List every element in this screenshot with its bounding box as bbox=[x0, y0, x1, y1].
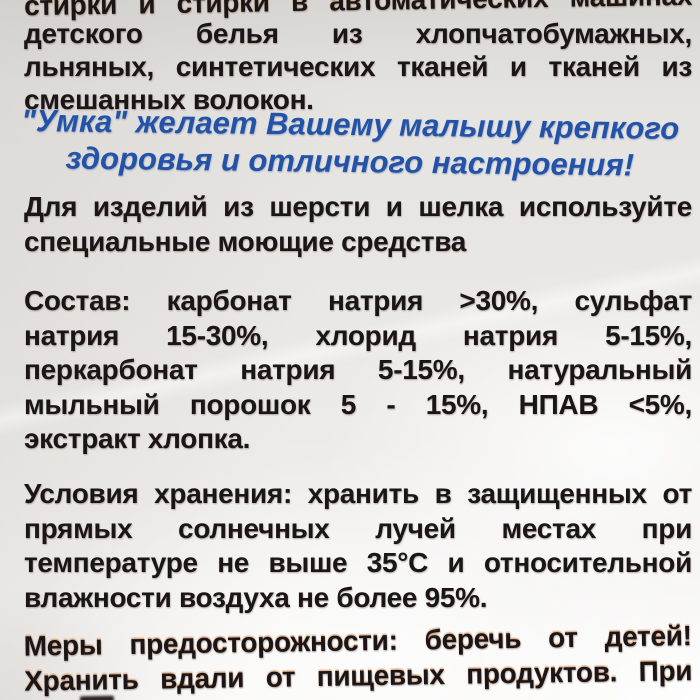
text-line: Состав: карбонат натрия >30%, сульфат bbox=[24, 285, 692, 316]
text-line: температуре не выше 35°С и относительной bbox=[24, 547, 692, 578]
storage-conditions-paragraph: Условия хранения: хранить в защищенных о… bbox=[0, 477, 700, 615]
slogan-line: здоровья и отличного настроения! bbox=[65, 140, 635, 183]
slogan-paragraph: "Умка" желает Вашему малышу крепкого здо… bbox=[0, 102, 700, 185]
text-line: прямых солнечных лучей местах при bbox=[24, 512, 692, 544]
text-line: смешанных волокон. bbox=[24, 84, 314, 115]
text-line: Условия хранения: хранить в защищенных о… bbox=[24, 478, 692, 509]
text-line: Для изделий из шерсти и шелка используйт… bbox=[24, 191, 692, 222]
text-line: специальные моющие средства bbox=[24, 225, 467, 257]
text-line: мыльный порошок 5 - 15%, НПАВ <5%, bbox=[24, 388, 692, 420]
cut-off-text-remnant bbox=[79, 695, 115, 700]
text-line: экстракт хлопка. bbox=[24, 423, 251, 454]
text-line: натрия 15-30%, хлорид натрия 5-15%, bbox=[24, 319, 692, 351]
precautions-paragraph: Меры предосторожности: беречь от детей! … bbox=[0, 619, 700, 699]
composition-paragraph: Состав: карбонат натрия >30%, сульфат на… bbox=[0, 284, 700, 457]
text-line: льняных, синтетических тканей и тканей и… bbox=[24, 51, 692, 82]
text-line: влажности воздуха не более 95%. bbox=[24, 581, 488, 613]
text-line: детского белья из хлопчатобумажных, bbox=[24, 18, 692, 49]
intro-paragraph: стирки и стирки в автоматических машинах… bbox=[0, 0, 700, 116]
wool-silk-note-paragraph: Для изделий из шерсти и шелка используйт… bbox=[0, 190, 700, 259]
text-line: перкарбонат натрия 5-15%, натуральный bbox=[24, 354, 692, 385]
